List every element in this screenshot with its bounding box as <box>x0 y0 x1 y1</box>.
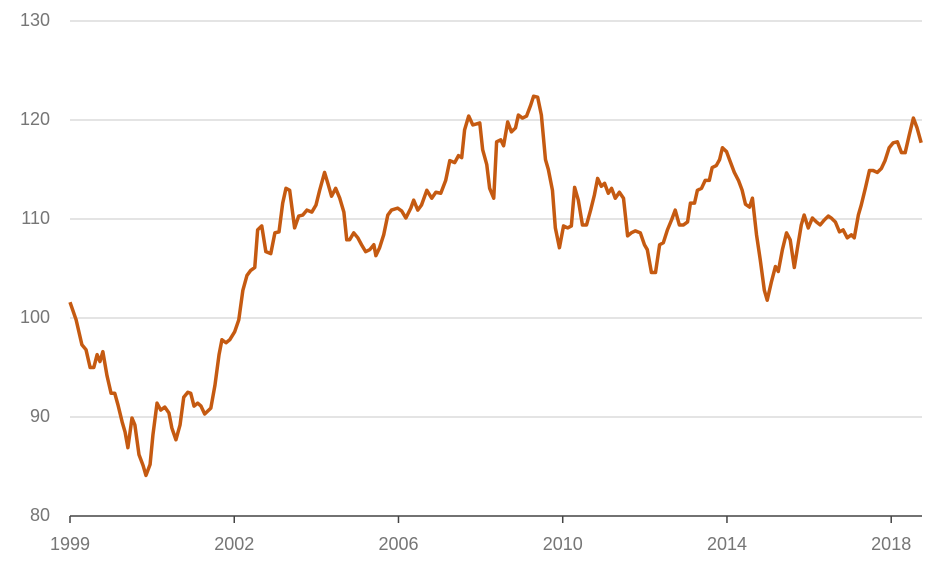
x-tick-label: 2018 <box>871 534 911 554</box>
y-tick-label: 120 <box>20 109 50 129</box>
x-tick-label: 2002 <box>214 534 254 554</box>
y-tick-label: 100 <box>20 307 50 327</box>
x-tick-label: 1999 <box>50 534 90 554</box>
y-tick-label: 110 <box>21 208 50 228</box>
data-line <box>68 94 923 478</box>
x-tick-label: 2014 <box>707 534 747 554</box>
x-tick-label: 2010 <box>543 534 583 554</box>
y-tick-label: 80 <box>30 505 50 525</box>
y-tick-label: 130 <box>20 10 50 30</box>
y-tick-label: 90 <box>30 406 50 426</box>
x-tick-label: 2006 <box>378 534 418 554</box>
